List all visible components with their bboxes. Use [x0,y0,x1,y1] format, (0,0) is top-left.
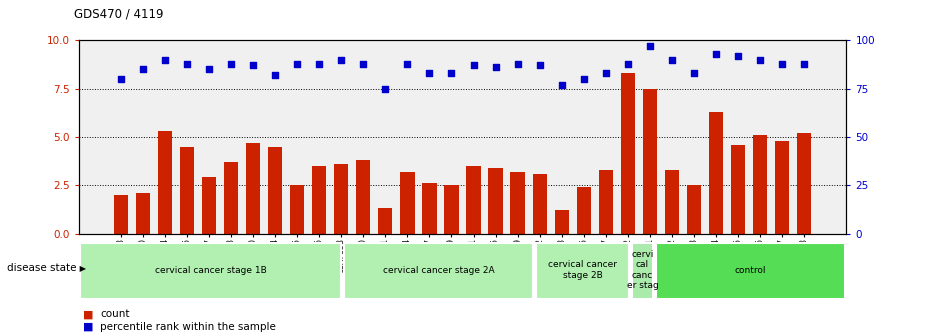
Bar [643,89,657,234]
Bar [488,168,503,234]
Bar [444,185,459,234]
Point [511,61,525,66]
Text: cervical cancer
stage 2B: cervical cancer stage 2B [548,260,617,280]
Point [576,76,591,82]
Point [113,76,128,82]
Bar [157,131,172,234]
Bar [687,185,701,234]
Point [179,61,194,66]
Bar [797,133,811,234]
Point [246,63,261,68]
Text: ■: ■ [83,322,93,332]
Point [598,71,613,76]
Point [554,82,569,87]
Text: ■: ■ [83,309,93,319]
Point [775,61,790,66]
Point [135,67,150,72]
Bar [731,145,746,234]
Point [532,63,547,68]
Point [686,71,701,76]
Point [334,57,349,62]
Bar [775,141,789,234]
Point [224,61,239,66]
FancyBboxPatch shape [656,243,845,299]
Text: ▶: ▶ [77,264,86,273]
Point [444,71,459,76]
Point [797,61,812,66]
Point [312,61,327,66]
FancyBboxPatch shape [536,243,629,299]
Point [378,86,393,91]
Bar [555,210,569,234]
Bar [179,146,194,234]
Point [466,63,481,68]
FancyBboxPatch shape [80,243,341,299]
Point [664,57,679,62]
Bar [598,170,613,234]
Bar [576,187,591,234]
Bar [466,166,481,234]
Bar [136,193,150,234]
Text: control: control [734,265,766,275]
Text: cervical cancer stage 2A: cervical cancer stage 2A [383,265,494,275]
Point [356,61,371,66]
Point [400,61,414,66]
FancyBboxPatch shape [632,243,653,299]
Bar [709,112,723,234]
Point [202,67,216,72]
Point [753,57,768,62]
Point [157,57,172,62]
Text: disease state: disease state [7,263,77,273]
Text: count: count [100,309,130,319]
Bar [665,170,679,234]
Bar [290,185,304,234]
Bar [202,177,216,234]
Point [643,43,658,49]
Bar [753,135,768,234]
Bar [378,208,392,234]
Bar [334,164,349,234]
Bar [533,174,547,234]
Bar [268,146,282,234]
Point [422,71,437,76]
Text: cervical cancer stage 1B: cervical cancer stage 1B [154,265,266,275]
Bar [401,172,414,234]
Bar [356,160,370,234]
Point [267,73,282,78]
Bar [621,73,635,234]
Point [731,53,746,58]
Bar [511,172,524,234]
Point [621,61,635,66]
Bar [246,143,260,234]
Bar [114,195,128,234]
Point [488,65,503,70]
Point [290,61,304,66]
Text: cervi
cal
canc
er stag: cervi cal canc er stag [626,250,659,290]
Bar [224,162,238,234]
Bar [422,183,437,234]
Bar [312,166,327,234]
Text: GDS470 / 4119: GDS470 / 4119 [74,7,164,20]
FancyBboxPatch shape [344,243,534,299]
Text: percentile rank within the sample: percentile rank within the sample [100,322,276,332]
Point [709,51,723,56]
